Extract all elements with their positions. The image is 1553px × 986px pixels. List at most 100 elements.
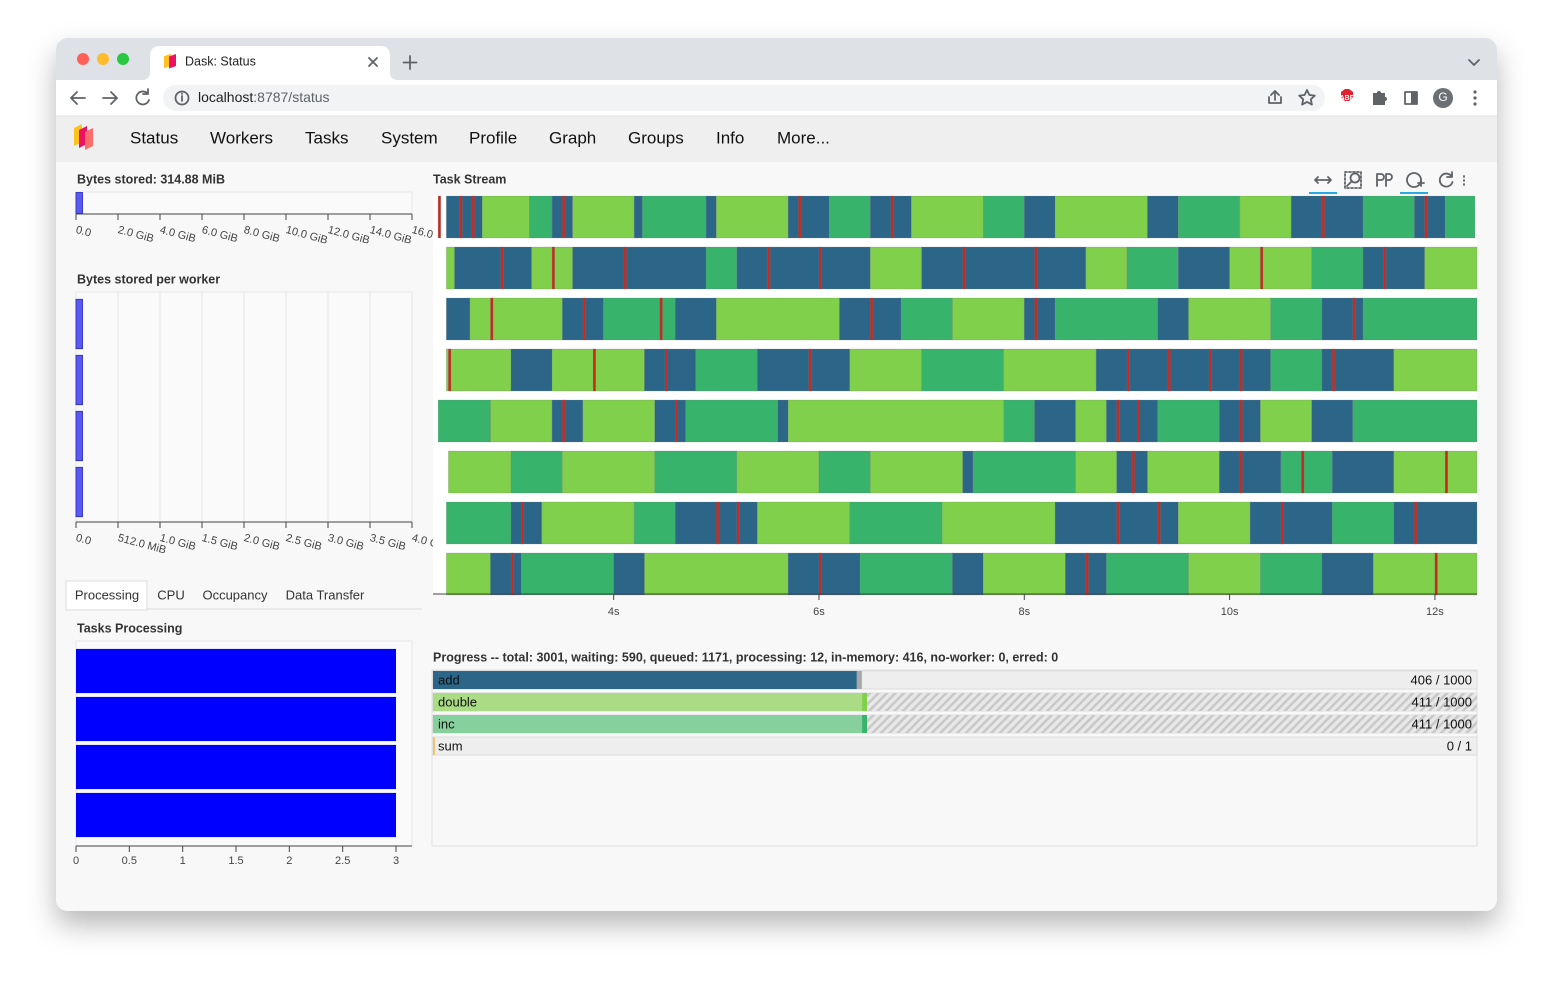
plot-area bbox=[75, 191, 413, 215]
task-segment bbox=[1362, 195, 1415, 239]
task-segment bbox=[921, 348, 1005, 392]
nav-link[interactable]: More... bbox=[777, 128, 830, 147]
close-button[interactable] bbox=[77, 53, 89, 65]
task-segment bbox=[1023, 297, 1056, 341]
nav-link[interactable]: Profile bbox=[469, 128, 517, 147]
reset-tool[interactable] bbox=[1438, 171, 1454, 188]
task-segment bbox=[777, 399, 789, 443]
task-segment bbox=[1177, 195, 1241, 239]
progress-edge bbox=[856, 671, 862, 689]
panel-tab[interactable]: CPU bbox=[157, 587, 184, 602]
omnibox[interactable] bbox=[163, 85, 1325, 111]
nav-link[interactable]: Graph bbox=[549, 128, 596, 147]
task-segment bbox=[490, 552, 522, 596]
task-segment bbox=[510, 348, 553, 392]
zoom-in-tool[interactable] bbox=[1406, 172, 1425, 188]
task-segment bbox=[1352, 399, 1478, 443]
task-segment bbox=[1362, 246, 1425, 290]
task-segment bbox=[1167, 348, 1171, 392]
bar bbox=[76, 744, 396, 790]
task-segment bbox=[1239, 450, 1243, 494]
reload-button[interactable] bbox=[135, 88, 150, 106]
task-segment bbox=[520, 501, 525, 545]
active-panel-tab[interactable] bbox=[65, 580, 148, 611]
task-segment bbox=[705, 195, 717, 239]
task-segment bbox=[1321, 195, 1325, 239]
task-segment bbox=[592, 348, 597, 392]
task-segment bbox=[633, 501, 676, 545]
task-segment bbox=[572, 246, 707, 290]
tab-title: Dask: Status bbox=[185, 54, 256, 68]
nav-link[interactable]: Info bbox=[716, 128, 744, 147]
task-segment bbox=[471, 195, 475, 239]
url-path: :8787/status bbox=[253, 89, 329, 105]
nav-link[interactable]: Groups bbox=[628, 128, 684, 147]
task-segment bbox=[870, 450, 963, 494]
task-segment bbox=[1260, 399, 1313, 443]
task-segment bbox=[644, 552, 789, 596]
task-segment bbox=[1260, 246, 1264, 290]
bookmark-button[interactable] bbox=[1298, 89, 1316, 106]
task-segment bbox=[890, 195, 894, 239]
task-segment bbox=[500, 246, 504, 290]
panel-tab[interactable]: Data Transfer bbox=[286, 587, 365, 602]
dask-logo[interactable] bbox=[74, 124, 93, 150]
nav-link[interactable]: Tasks bbox=[305, 128, 348, 147]
progress-edge bbox=[862, 715, 868, 733]
panel-tab[interactable]: Occupancy bbox=[202, 587, 268, 602]
task-segment bbox=[900, 297, 953, 341]
panel-tab[interactable]: Processing bbox=[75, 587, 139, 602]
tab-close[interactable] bbox=[368, 57, 378, 67]
task-segment bbox=[716, 195, 789, 239]
task-segment bbox=[962, 450, 974, 494]
task-segment bbox=[1085, 246, 1128, 290]
x-tick-label: 0.0 bbox=[74, 224, 92, 240]
extensions-button[interactable] bbox=[1373, 91, 1387, 105]
task-segment bbox=[1034, 399, 1076, 443]
task-segment bbox=[736, 450, 820, 494]
browser-menu[interactable] bbox=[1473, 90, 1477, 106]
bar bbox=[75, 466, 83, 518]
pan-tool[interactable] bbox=[1314, 176, 1332, 184]
task-segment bbox=[454, 246, 532, 290]
progress-bar bbox=[433, 693, 863, 711]
box-zoom-tool[interactable] bbox=[1344, 171, 1362, 189]
task-segment bbox=[1239, 348, 1243, 392]
forward-button[interactable] bbox=[102, 91, 118, 105]
task-segment bbox=[818, 246, 822, 290]
task-segment bbox=[654, 399, 686, 443]
task-segment bbox=[551, 348, 645, 392]
task-segment bbox=[1126, 246, 1179, 290]
adblock-label: ABP bbox=[1340, 95, 1355, 102]
progress-value-label: 411 / 1000 bbox=[1412, 716, 1472, 731]
task-segment bbox=[1393, 450, 1478, 494]
adblock-icon[interactable] bbox=[1341, 89, 1353, 101]
task-segment bbox=[1424, 195, 1428, 239]
nav-link[interactable]: Status bbox=[130, 128, 178, 147]
active-tab[interactable] bbox=[142, 46, 398, 80]
task-segment bbox=[952, 297, 1025, 341]
task-segment bbox=[1280, 501, 1284, 545]
new-tab[interactable] bbox=[402, 55, 418, 70]
wheel-zoom-tool[interactable] bbox=[1376, 173, 1393, 187]
task-segment bbox=[1331, 450, 1395, 494]
task-segment bbox=[448, 348, 452, 392]
url-host: localhost bbox=[198, 89, 253, 105]
task-segment bbox=[1373, 552, 1478, 596]
task-segment bbox=[1301, 450, 1305, 494]
task-segment bbox=[787, 195, 830, 239]
task-segment bbox=[1188, 297, 1271, 341]
minimize-button[interactable] bbox=[97, 53, 109, 65]
share-button[interactable] bbox=[1268, 90, 1282, 104]
task-segment bbox=[1136, 399, 1141, 443]
side-panel-button[interactable] bbox=[1404, 91, 1418, 105]
task-segment bbox=[1177, 246, 1230, 290]
task-segment bbox=[1147, 195, 1179, 239]
nav-link[interactable]: System bbox=[381, 128, 438, 147]
profile-avatar[interactable] bbox=[1433, 88, 1453, 108]
zoom-button[interactable] bbox=[117, 53, 129, 65]
nav-link[interactable]: Workers bbox=[210, 128, 273, 147]
tab-list[interactable] bbox=[1468, 59, 1480, 66]
back-button[interactable] bbox=[70, 91, 86, 105]
site-info-icon[interactable] bbox=[174, 90, 190, 106]
